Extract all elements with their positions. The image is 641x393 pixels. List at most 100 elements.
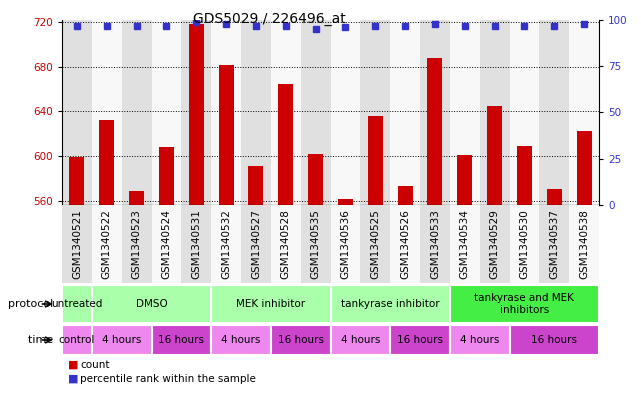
Text: GSM1340531: GSM1340531 [191, 209, 201, 279]
Bar [331, 285, 450, 323]
Bar [99, 120, 114, 205]
Bar [510, 205, 539, 283]
Bar [569, 20, 599, 205]
Bar [211, 325, 271, 355]
Bar [397, 186, 413, 205]
Bar [390, 325, 450, 355]
Text: protocol: protocol [8, 299, 57, 309]
Text: GSM1340532: GSM1340532 [221, 209, 231, 279]
Text: GSM1340523: GSM1340523 [131, 209, 142, 279]
Bar [181, 205, 211, 283]
Bar [479, 205, 510, 283]
Bar [308, 154, 323, 205]
Bar [241, 20, 271, 205]
Bar [487, 106, 502, 205]
Bar [420, 20, 450, 205]
Text: GSM1340524: GSM1340524 [162, 209, 171, 279]
Text: GSM1340537: GSM1340537 [549, 209, 559, 279]
Bar [331, 325, 390, 355]
Bar [450, 205, 479, 283]
Text: GSM1340529: GSM1340529 [490, 209, 499, 279]
Text: 4 hours: 4 hours [102, 335, 142, 345]
Bar [129, 191, 144, 205]
Text: DMSO: DMSO [136, 299, 167, 309]
Text: 4 hours: 4 hours [340, 335, 380, 345]
Bar [517, 146, 532, 205]
Bar [211, 20, 241, 205]
Bar [151, 205, 181, 283]
Bar [241, 205, 271, 283]
Text: ■: ■ [69, 360, 79, 370]
Bar [189, 24, 204, 205]
Bar [457, 155, 472, 205]
Bar [479, 20, 510, 205]
Bar [360, 205, 390, 283]
Text: 16 hours: 16 hours [278, 335, 324, 345]
Bar [390, 205, 420, 283]
Bar [577, 131, 592, 205]
Bar [211, 285, 331, 323]
Bar [62, 205, 92, 283]
Text: time: time [28, 335, 57, 345]
Bar [249, 166, 263, 205]
Bar [159, 147, 174, 205]
Text: GSM1340526: GSM1340526 [400, 209, 410, 279]
Bar [569, 205, 599, 283]
Bar [338, 199, 353, 205]
Bar [62, 20, 92, 205]
Text: MEK inhibitor: MEK inhibitor [237, 299, 305, 309]
Text: GSM1340528: GSM1340528 [281, 209, 291, 279]
Text: control: control [59, 335, 95, 345]
Text: GSM1340535: GSM1340535 [311, 209, 320, 279]
Text: GSM1340533: GSM1340533 [430, 209, 440, 279]
Bar [539, 205, 569, 283]
Bar [331, 20, 360, 205]
Text: GSM1340538: GSM1340538 [579, 209, 589, 279]
Bar [360, 20, 390, 205]
Text: GSM1340525: GSM1340525 [370, 209, 380, 279]
Text: GSM1340521: GSM1340521 [72, 209, 82, 279]
Text: tankyrase inhibitor: tankyrase inhibitor [341, 299, 440, 309]
Bar [547, 189, 562, 205]
Text: GSM1340534: GSM1340534 [460, 209, 470, 279]
Bar [211, 205, 241, 283]
Bar [92, 325, 151, 355]
Text: 16 hours: 16 hours [397, 335, 443, 345]
Bar [219, 64, 233, 205]
Text: GSM1340522: GSM1340522 [102, 209, 112, 279]
Text: GSM1340536: GSM1340536 [340, 209, 351, 279]
Text: untreated: untreated [51, 299, 103, 309]
Bar [368, 116, 383, 205]
Bar [271, 205, 301, 283]
Text: count: count [80, 360, 110, 370]
Bar [450, 285, 599, 323]
Bar [92, 285, 211, 323]
Bar [301, 20, 331, 205]
Bar [271, 325, 331, 355]
Bar [428, 58, 442, 205]
Text: ■: ■ [69, 374, 79, 384]
Bar [510, 325, 599, 355]
Bar [301, 205, 331, 283]
Text: tankyrase and MEK
inhibitors: tankyrase and MEK inhibitors [474, 293, 574, 315]
Bar [92, 205, 122, 283]
Bar [181, 20, 211, 205]
Bar [151, 325, 211, 355]
Text: 16 hours: 16 hours [531, 335, 578, 345]
Text: 4 hours: 4 hours [460, 335, 499, 345]
Bar [278, 84, 293, 205]
Bar [510, 20, 539, 205]
Text: 4 hours: 4 hours [221, 335, 261, 345]
Bar [122, 205, 151, 283]
Bar [151, 20, 181, 205]
Text: percentile rank within the sample: percentile rank within the sample [80, 374, 256, 384]
Text: GSM1340530: GSM1340530 [519, 209, 529, 279]
Text: GDS5029 / 226496_at: GDS5029 / 226496_at [193, 12, 345, 26]
Bar [420, 205, 450, 283]
Bar [450, 20, 479, 205]
Bar [331, 205, 360, 283]
Bar [62, 325, 92, 355]
Text: GSM1340527: GSM1340527 [251, 209, 261, 279]
Bar [92, 20, 122, 205]
Bar [450, 325, 510, 355]
